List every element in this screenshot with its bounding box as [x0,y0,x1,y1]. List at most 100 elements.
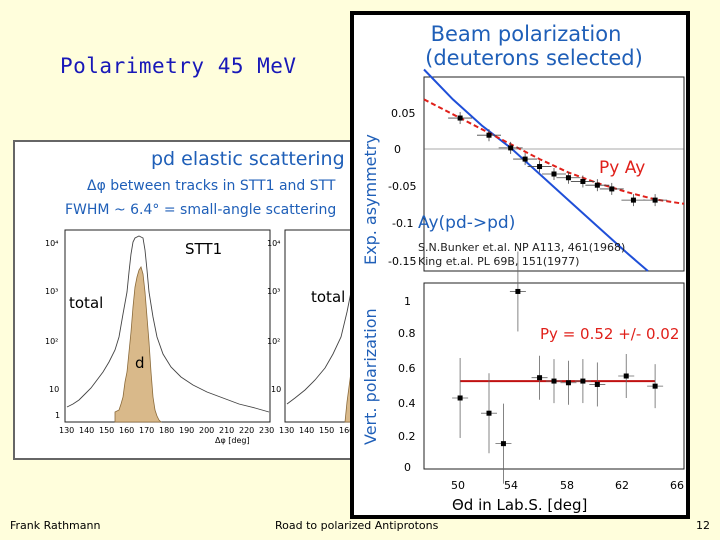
pd-figure-subtitle-1: Δφ between tracks in STT1 and STT [87,178,336,194]
bottom-xlabel: Θd in Lab.S. [deg] [452,496,587,514]
bottom-xtick: 54 [504,479,518,492]
top-data-point [565,175,571,181]
pd-histograms: 10⁴ 10³ 10² 10 1 10⁴ 10³ 10² 10 STT1 tot… [45,229,361,445]
hist1-d-label: d [135,354,145,372]
hist2-ytick-4: 10 [271,385,281,394]
reference-1: S.N.Bunker et.al. NP A113, 461(1968) [418,241,625,254]
bottom-ytick: 0.2 [398,430,416,443]
top-data-point [537,164,543,170]
hist1-xtick: 190 [179,426,194,435]
hist1-xtick: 210 [219,426,234,435]
bottom-data-point [500,441,506,447]
top-ytick: 0.05 [391,107,416,120]
hist1-frame [64,229,271,423]
hist2-xtick: 150 [319,426,334,435]
bottom-ylabel: Vert. polarization [361,308,380,445]
hist1-xtick: 140 [79,426,94,435]
bottom-xtick: 50 [451,479,465,492]
top-data-point [551,171,557,177]
py-result: Py = 0.52 +/- 0.02 [540,325,679,343]
pd-scattering-figure: pd elastic scattering Δφ between tracks … [13,140,363,460]
hist2-xtick: 140 [299,426,314,435]
top-ytick: -0.15 [388,255,416,268]
hist2-ytick-1: 10⁴ [267,239,280,248]
hist1-xtick: 170 [139,426,154,435]
top-ylabel: Exp. asymmetry [361,134,380,265]
hist1-ytick-3: 10² [45,337,58,346]
hist1-xtick: 220 [239,426,254,435]
bottom-data-point [623,373,629,379]
hist1-ytick-4: 10 [49,385,59,394]
beam-polarization-figure: Beam polarization (deuterons selected) E… [350,11,690,519]
top-data-point [609,186,615,192]
top-data-point [486,132,492,138]
pd-figure-subtitle-2: FWHM ~ 6.4° = small-angle scattering [65,202,337,218]
top-data-point [630,197,636,203]
top-data-point [457,115,463,121]
polarization-plots: Beam polarization (deuterons selected) E… [361,22,685,514]
bottom-data-point [486,410,492,416]
top-ytick: -0.05 [388,180,416,193]
bottom-ytick: 1 [404,295,411,308]
top-data-point [580,178,586,184]
bottom-data-point [537,375,543,381]
top-data-point [522,156,528,162]
hist2-ytick-2: 10³ [267,287,280,296]
ay-curve [423,68,649,272]
hist1-label: STT1 [185,240,222,258]
bottom-ytick: 0.4 [398,397,416,410]
hist1-xtick: 230 [259,426,274,435]
hist2-total-label: total [311,288,345,306]
bottom-data-point [551,378,557,384]
pyay-curve [423,98,685,205]
hist1-total-label: total [69,294,103,312]
top-data-points [448,112,668,207]
top-data-point [652,197,658,203]
hist1-total-outline [66,235,270,413]
page-number: 12 [696,519,710,532]
hist2-xtick: 130 [279,426,294,435]
figure-title-line1: Beam polarization [431,22,622,46]
bottom-xtick: 66 [670,479,684,492]
top-curves [423,68,685,272]
hist2-xtick: 160 [339,426,354,435]
reference-2: King et.al. PL 69B, 151(1977) [418,255,579,268]
bottom-data-point [565,380,571,386]
top-data-point [594,182,600,188]
bottom-ytick: 0 [404,461,411,474]
hist1-xtick: 150 [99,426,114,435]
bottom-xtick: 62 [615,479,629,492]
bottom-data-point [457,395,463,401]
bottom-data-point [652,383,658,389]
bottom-data-point [515,288,521,294]
bottom-plot-frame [423,282,685,470]
hist1-xtick: 200 [199,426,214,435]
hist2-frame [284,229,361,423]
hist2-xticks: 130 140 150 160 170 [279,426,361,435]
top-data-point [508,145,514,151]
bottom-ytick: 0.8 [398,327,416,340]
footer-author: Frank Rathmann [10,519,101,532]
hist2-ytick-3: 10² [267,337,280,346]
hist1-xtick: 180 [159,426,174,435]
hist1-xticks: 130 140 150 160 170 180 190 200 210 220 … [59,426,274,435]
hist1-ytick-1: 10⁴ [45,239,58,248]
hist1-ytick-5: 1 [55,411,60,420]
top-ytick: -0.1 [392,217,413,230]
ay-label: Ay(pd->pd) [418,213,515,233]
hist1-xtick: 160 [119,426,134,435]
footer-center: Road to polarized Antiprotons [275,519,439,532]
slide-title: Polarimetry 45 MeV [60,54,297,78]
hist1-xtick: 130 [59,426,74,435]
hist1-xlabel: Δφ [deg] [215,436,250,445]
bottom-data-point [580,378,586,384]
bottom-data-point [594,381,600,387]
bottom-xtick: 58 [560,479,574,492]
bottom-ytick: 0.6 [398,362,416,375]
pyay-label: Py Ay [599,158,645,178]
pd-figure-title: pd elastic scattering [151,148,345,170]
figure-title-line2: (deuterons selected) [425,46,643,70]
hist1-ytick-2: 10³ [45,287,58,296]
top-ytick: 0 [394,143,401,156]
bottom-data-points [452,251,664,484]
